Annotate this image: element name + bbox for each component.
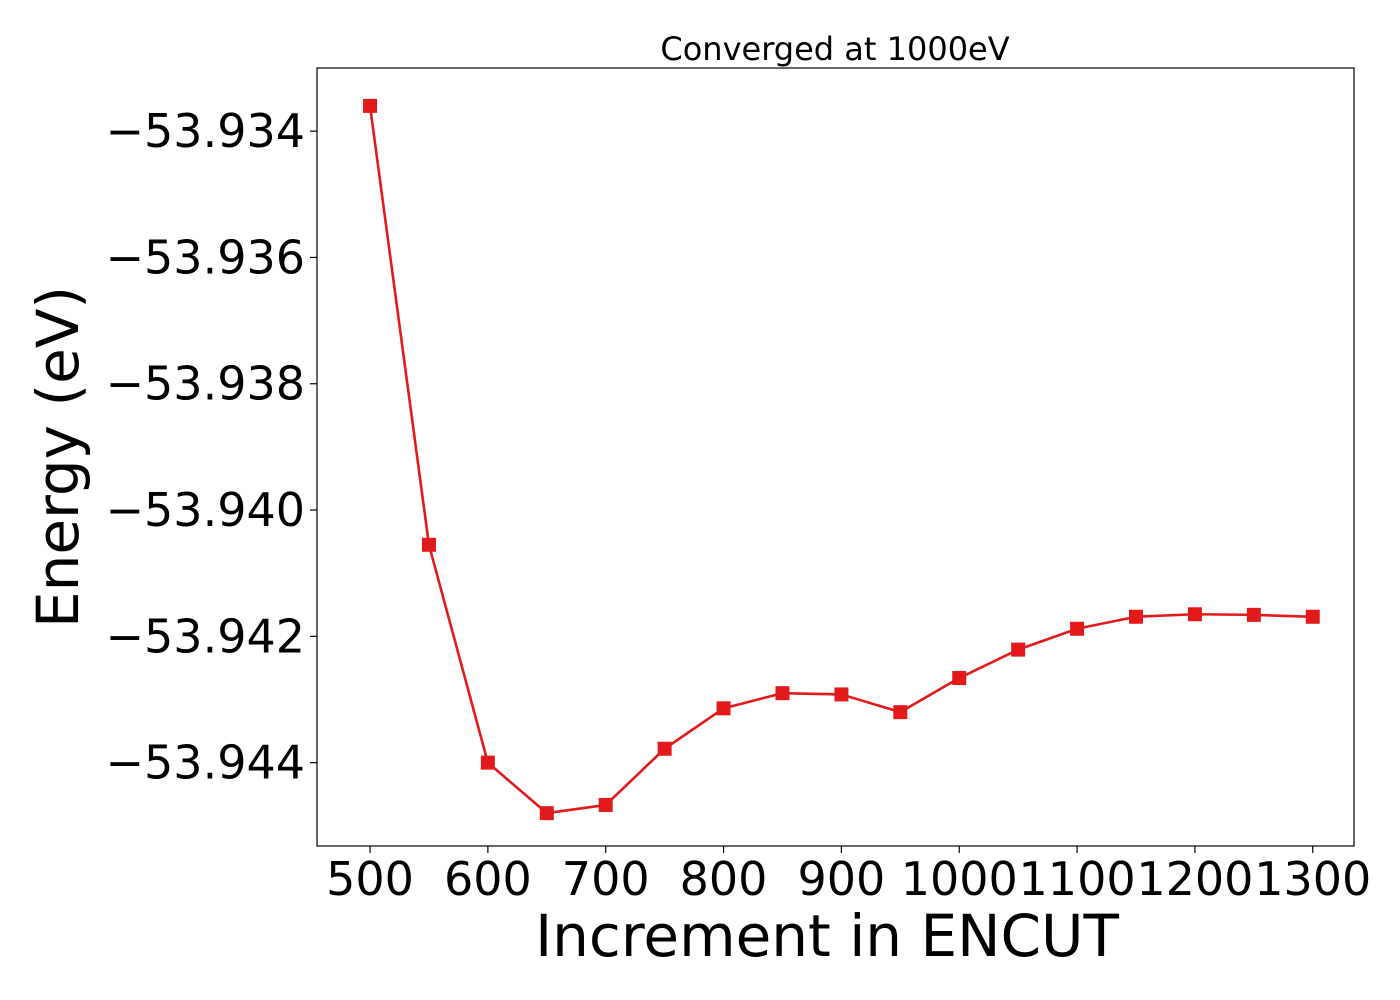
y-tick-label: −53.936 [106, 230, 306, 284]
data-point-marker [421, 537, 436, 552]
x-tick-label: 1200 [1136, 852, 1253, 906]
data-point-marker [952, 671, 967, 686]
chart-title: Converged at 1000eV [660, 30, 1009, 68]
x-tick-label: 900 [797, 852, 885, 906]
x-tick-label: 800 [680, 852, 768, 906]
x-tick-label: 700 [562, 852, 650, 906]
x-axis: 500 600 700 800 900 1000 1100 1200 1300 [326, 846, 1371, 906]
y-tick-label: −53.942 [106, 609, 306, 663]
data-point-marker [598, 797, 613, 812]
data-point-marker [834, 687, 849, 702]
data-point-marker [716, 701, 731, 716]
x-axis-label: Increment in ENCUT [535, 902, 1119, 970]
data-point-marker [539, 806, 554, 821]
data-point-marker [893, 705, 908, 720]
data-point-marker [1246, 607, 1261, 622]
y-tick-label: −53.944 [106, 736, 306, 790]
plot-frame [316, 67, 1355, 847]
y-tick-label: −53.938 [106, 357, 306, 411]
y-axis: −53.934 −53.936 −53.938 −53.940 −53.942 −53.9… [106, 104, 317, 790]
y-tick-label: −53.934 [106, 104, 306, 158]
x-tick-label: 500 [326, 852, 414, 906]
y-axis-label: Energy (eV) [24, 286, 92, 628]
data-point-marker [1187, 607, 1202, 622]
data-point-marker [480, 755, 495, 770]
data-point-marker [1305, 609, 1320, 624]
data-point-marker [775, 686, 790, 701]
data-point-marker [657, 741, 672, 756]
x-tick-label: 600 [444, 852, 532, 906]
y-tick-label: −53.940 [106, 483, 306, 537]
x-tick-label: 1000 [901, 852, 1018, 906]
x-tick-label: 1100 [1019, 852, 1136, 906]
series-layer [363, 98, 1320, 821]
data-point-marker [1011, 642, 1026, 657]
x-tick-label: 1300 [1254, 852, 1371, 906]
data-point-marker [363, 98, 378, 113]
data-point-marker [1128, 609, 1143, 624]
data-point-marker [1070, 621, 1085, 636]
